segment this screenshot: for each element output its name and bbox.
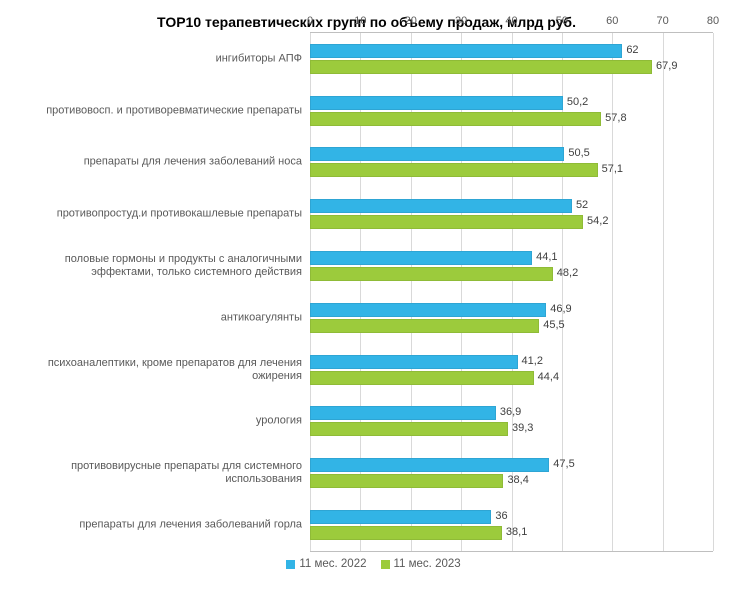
bar-s2022 [310, 303, 546, 317]
bar-value-label: 48,2 [557, 267, 578, 279]
bar-s2022 [310, 199, 572, 213]
x-tick-label: 50 [556, 15, 568, 27]
bar-value-label: 54,2 [587, 215, 608, 227]
bar-value-label: 46,9 [550, 303, 571, 315]
bar-s2022 [310, 44, 622, 58]
category-group: психоаналептики, кроме препаратов для ле… [310, 344, 713, 396]
bar-value-label: 57,8 [605, 112, 626, 124]
legend-swatch [381, 560, 390, 569]
bar-s2023 [310, 526, 502, 540]
bar-s2022 [310, 147, 564, 161]
category-group: урология36,939,3 [310, 396, 713, 448]
x-tick-label: 80 [707, 15, 719, 27]
bar-s2023 [310, 60, 652, 74]
bar-s2023 [310, 267, 553, 281]
category-label: противовирусные препараты для системного… [20, 460, 310, 486]
category-group: антикоагулянты46,945,5 [310, 292, 713, 344]
x-tick-label: 10 [354, 15, 366, 27]
x-tick-label: 60 [606, 15, 618, 27]
category-label: психоаналептики, кроме препаратов для ле… [20, 357, 310, 383]
bar-s2022 [310, 355, 518, 369]
x-tick-label: 40 [505, 15, 517, 27]
category-label: препараты для лечения заболеваний горла [20, 518, 310, 531]
bar-s2023 [310, 422, 508, 436]
category-label: половые гормоны и продукты с аналогичным… [20, 253, 310, 279]
category-label: урология [20, 415, 310, 428]
category-label: антикоагулянты [20, 311, 310, 324]
category-label: препараты для лечения заболеваний носа [20, 156, 310, 169]
plot-area: 01020304050607080ингибиторы АПФ6267,9про… [310, 32, 713, 552]
x-tick-label: 0 [307, 15, 313, 27]
bar-s2023 [310, 163, 598, 177]
bar-s2022 [310, 406, 496, 420]
category-label: противопростуд.и противокашлевые препара… [20, 208, 310, 221]
category-group: противопростуд.и противокашлевые препара… [310, 188, 713, 240]
legend-label: 11 мес. 2022 [299, 558, 366, 570]
bar-value-label: 38,4 [507, 474, 528, 486]
category-group: половые гормоны и продукты с аналогичным… [310, 240, 713, 292]
bar-value-label: 36,9 [500, 406, 521, 418]
bar-value-label: 50,5 [568, 147, 589, 159]
category-label: ингибиторы АПФ [20, 52, 310, 65]
bar-s2022 [310, 251, 532, 265]
category-group: препараты для лечения заболеваний носа50… [310, 137, 713, 189]
bar-value-label: 41,2 [522, 355, 543, 367]
bar-value-label: 36 [495, 510, 507, 522]
bar-s2023 [310, 112, 601, 126]
bar-s2022 [310, 510, 491, 524]
bar-value-label: 44,1 [536, 251, 557, 263]
grid-line [713, 33, 714, 551]
chart-container: TOP10 терапевтических групп по объему пр… [0, 0, 743, 600]
bar-value-label: 52 [576, 199, 588, 211]
bar-value-label: 39,3 [512, 422, 533, 434]
bar-s2023 [310, 371, 534, 385]
bar-value-label: 50,2 [567, 96, 588, 108]
bar-value-label: 47,5 [553, 458, 574, 470]
legend: 11 мес. 2022 11 мес. 2023 [10, 552, 723, 570]
bar-value-label: 45,5 [543, 319, 564, 331]
category-group: противовирусные препараты для системного… [310, 447, 713, 499]
category-group: препараты для лечения заболеваний горла3… [310, 499, 713, 551]
x-tick-label: 70 [657, 15, 669, 27]
bar-value-label: 38,1 [506, 526, 527, 538]
bar-value-label: 62 [626, 44, 638, 56]
legend-swatch [286, 560, 295, 569]
legend-label: 11 мес. 2023 [394, 558, 461, 570]
category-label: противовосп. и противоревматические преп… [20, 104, 310, 117]
bar-s2023 [310, 319, 539, 333]
bar-value-label: 57,1 [602, 163, 623, 175]
bar-s2023 [310, 215, 583, 229]
bar-s2022 [310, 96, 563, 110]
bar-value-label: 67,9 [656, 60, 677, 72]
category-group: противовосп. и противоревматические преп… [310, 85, 713, 137]
x-tick-label: 30 [455, 15, 467, 27]
category-group: ингибиторы АПФ6267,9 [310, 33, 713, 85]
bar-s2023 [310, 474, 503, 488]
bar-value-label: 44,4 [538, 371, 559, 383]
bar-s2022 [310, 458, 549, 472]
x-tick-label: 20 [405, 15, 417, 27]
